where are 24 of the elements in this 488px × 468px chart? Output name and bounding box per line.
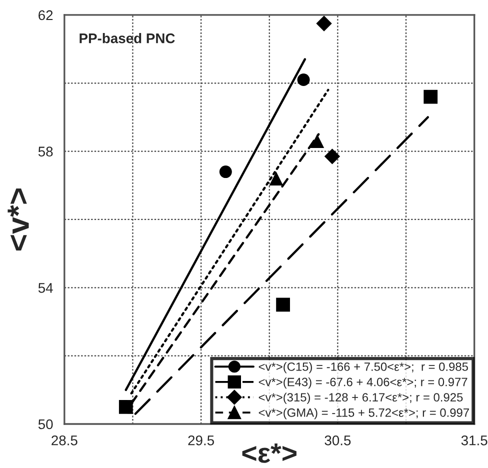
legend-label: <v*>(C15) = -166 + 7.50<ε*>; r = 0.985 [258,362,468,374]
legend-label: <v*>(315) = -128 + 6.17<ε*>; r = 0.925 [258,392,463,404]
x-tick-label: 31.5 [461,435,488,446]
x-axis-title: <ε*> [242,444,296,463]
y-tick-label: 58 [38,146,53,156]
point [297,73,310,86]
x-tick-label: 30.5 [324,435,351,446]
annotation: PP-based PNC [80,33,175,44]
legend-label: <v*>(E43) = -67.6 + 4.06<ε*>; r = 0.977 [258,377,468,389]
x-tick-label: 28.5 [52,435,78,446]
point [276,298,290,312]
point [310,134,324,148]
point [316,16,332,32]
point [219,166,232,178]
y-tick-label: 50 [38,419,53,430]
y-axis-title: <v*> [8,188,29,250]
y-tick-label: 62 [38,10,53,20]
point [269,172,284,186]
legend-label: <v*>(GMA) = -115 + 5.72<ε*>; r = 0.997 [258,408,469,420]
x-tick-label: 29.5 [188,435,214,446]
point [118,400,133,414]
point [324,148,340,164]
point [424,90,438,104]
y-tick-label: 54 [38,283,53,293]
